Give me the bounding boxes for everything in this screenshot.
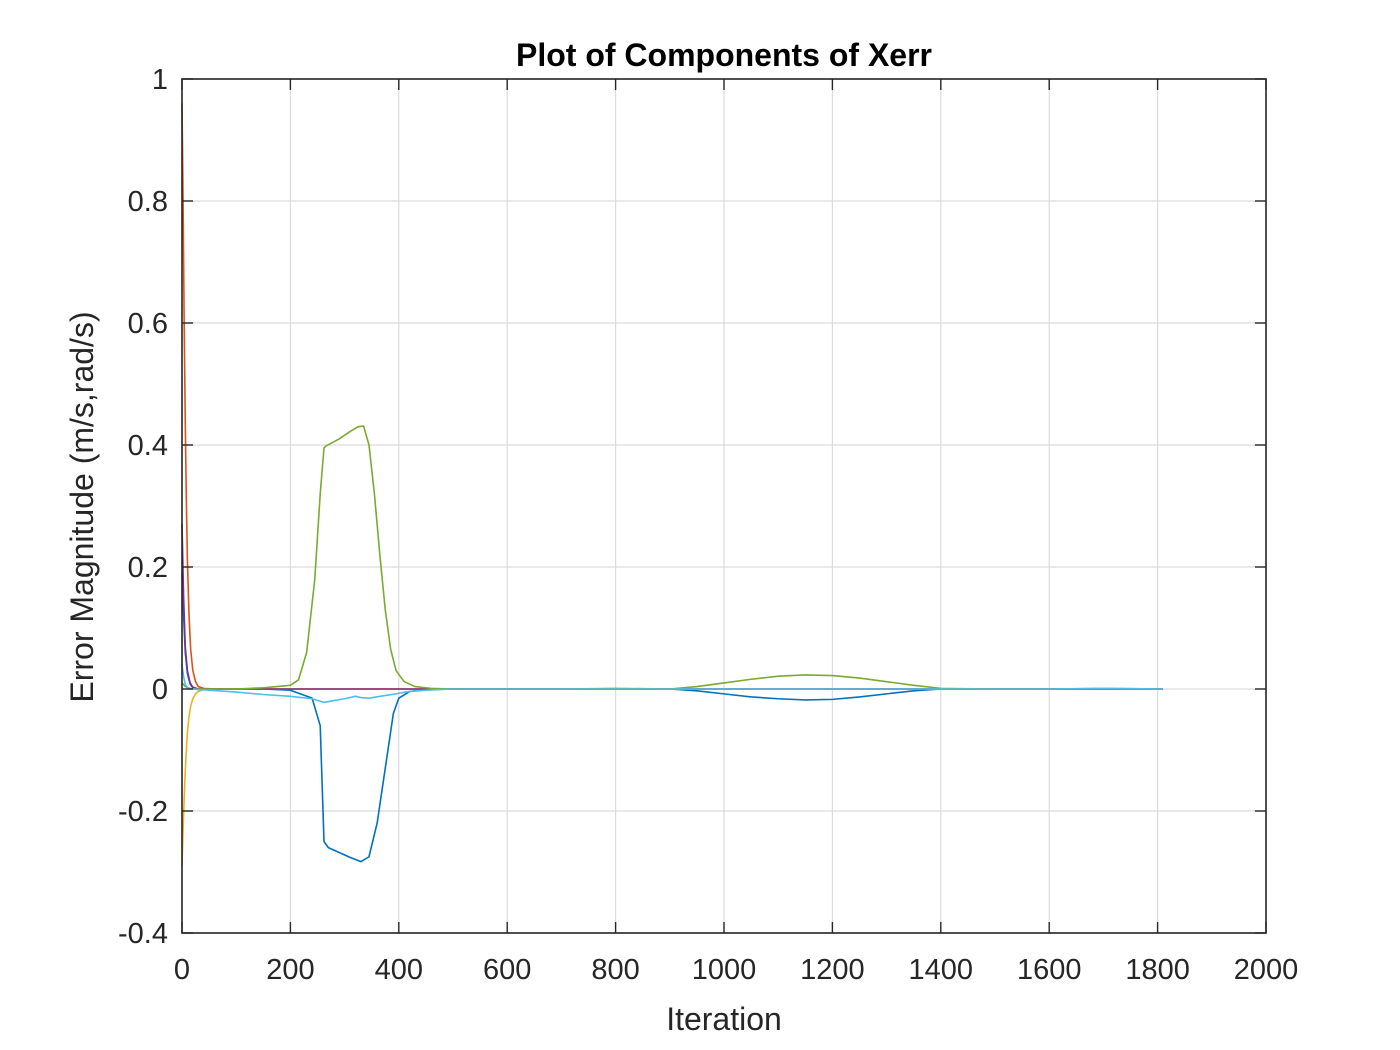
x-tick-label: 0	[174, 954, 190, 986]
y-tick-label: 0.4	[128, 430, 168, 462]
x-tick-label: 1400	[909, 954, 974, 986]
plot-area: 0 200 400 600 800 1000 1200 1400 1600 1800 2000 -0.…	[118, 64, 1298, 986]
series-line-5	[181, 425, 1164, 690]
x-axis-label: Iteration	[666, 1001, 782, 1037]
chart-title: Plot of Components of Xerr	[516, 37, 932, 73]
x-tick-label: 1000	[692, 954, 757, 986]
x-tick-label: 200	[266, 954, 314, 986]
y-tick-label: -0.4	[118, 918, 168, 950]
x-tick-label: 1200	[800, 954, 865, 986]
x-tick-label: 1800	[1125, 954, 1190, 986]
y-tick-label: 0.2	[128, 552, 168, 584]
y-tick-label: 0.6	[128, 308, 168, 340]
x-tick-label: 800	[591, 954, 639, 986]
y-tick-label: 1	[152, 64, 168, 96]
x-tick-label: 2000	[1234, 954, 1299, 986]
y-tick-label: -0.2	[118, 796, 168, 828]
x-tick-label: 400	[375, 954, 423, 986]
y-axis-label: Error Magnitude (m/s,rad/s)	[64, 311, 100, 702]
x-tick-label: 1600	[1017, 954, 1082, 986]
y-tick-label: 0.8	[128, 186, 168, 218]
x-tick-label: 600	[483, 954, 531, 986]
series-line-6	[181, 664, 1164, 704]
y-tick-label: 0	[152, 674, 168, 706]
